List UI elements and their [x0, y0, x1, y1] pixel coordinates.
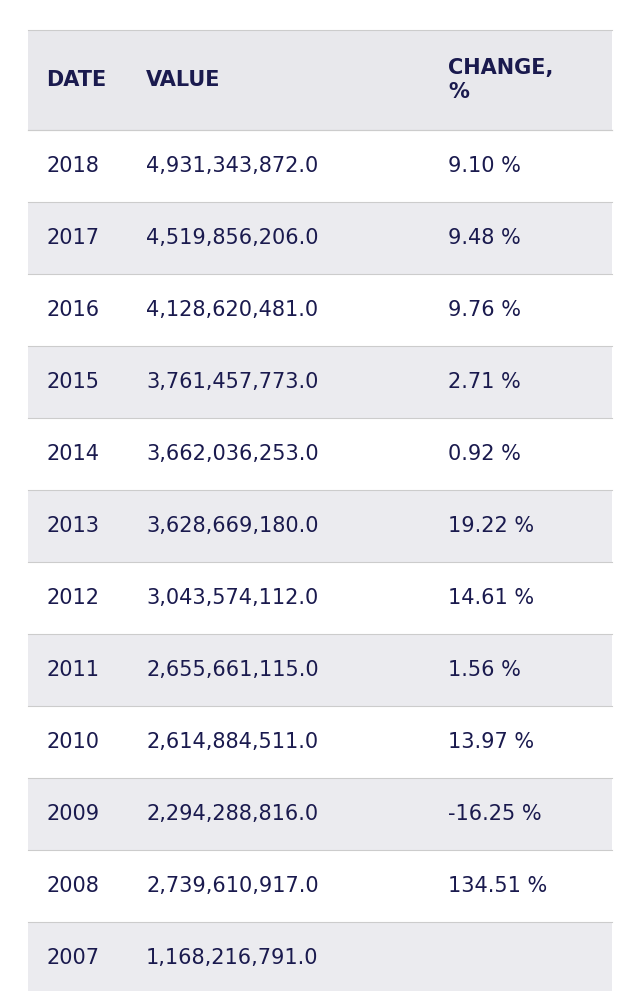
Text: CHANGE,
%: CHANGE, % — [448, 58, 554, 102]
Text: 2,614,884,511.0: 2,614,884,511.0 — [146, 732, 318, 752]
Text: 2016: 2016 — [46, 300, 99, 320]
Text: 4,128,620,481.0: 4,128,620,481.0 — [146, 300, 318, 320]
Text: 2014: 2014 — [46, 444, 99, 464]
Text: 2,739,610,917.0: 2,739,610,917.0 — [146, 876, 319, 896]
Bar — [28, 634, 612, 706]
Text: 1,168,216,791.0: 1,168,216,791.0 — [146, 948, 319, 968]
Bar — [28, 850, 612, 922]
Text: 2015: 2015 — [46, 372, 99, 392]
Bar — [28, 418, 612, 490]
Text: 2009: 2009 — [46, 804, 99, 824]
Bar — [28, 562, 612, 634]
Text: 2018: 2018 — [46, 156, 99, 176]
Text: 2,655,661,115.0: 2,655,661,115.0 — [146, 660, 319, 680]
Text: 19.22 %: 19.22 % — [448, 516, 534, 536]
Text: 2013: 2013 — [46, 516, 99, 536]
Text: 2007: 2007 — [46, 948, 99, 968]
Text: 9.76 %: 9.76 % — [448, 300, 521, 320]
Bar — [28, 130, 612, 202]
Text: 2008: 2008 — [46, 876, 99, 896]
Text: 3,662,036,253.0: 3,662,036,253.0 — [146, 444, 319, 464]
Text: 9.48 %: 9.48 % — [448, 228, 521, 248]
Text: VALUE: VALUE — [146, 70, 221, 90]
Text: 2011: 2011 — [46, 660, 99, 680]
Text: 9.10 %: 9.10 % — [448, 156, 521, 176]
Text: 2017: 2017 — [46, 228, 99, 248]
Text: 3,043,574,112.0: 3,043,574,112.0 — [146, 588, 318, 608]
Text: 2012: 2012 — [46, 588, 99, 608]
Bar — [28, 274, 612, 346]
Text: 4,931,343,872.0: 4,931,343,872.0 — [146, 156, 318, 176]
Text: 3,628,669,180.0: 3,628,669,180.0 — [146, 516, 319, 536]
Text: 0.92 %: 0.92 % — [448, 444, 521, 464]
Text: 14.61 %: 14.61 % — [448, 588, 534, 608]
Text: 2.71 %: 2.71 % — [448, 372, 521, 392]
Bar — [28, 778, 612, 850]
Text: 2,294,288,816.0: 2,294,288,816.0 — [146, 804, 318, 824]
Text: 134.51 %: 134.51 % — [448, 876, 547, 896]
Bar — [28, 922, 612, 991]
Text: 13.97 %: 13.97 % — [448, 732, 534, 752]
Bar — [28, 346, 612, 418]
Text: 1.56 %: 1.56 % — [448, 660, 521, 680]
Text: DATE: DATE — [46, 70, 106, 90]
Bar — [28, 706, 612, 778]
Text: 2010: 2010 — [46, 732, 99, 752]
Bar — [28, 30, 612, 130]
Text: 4,519,856,206.0: 4,519,856,206.0 — [146, 228, 319, 248]
Bar — [28, 202, 612, 274]
Bar — [28, 490, 612, 562]
Text: 3,761,457,773.0: 3,761,457,773.0 — [146, 372, 318, 392]
Text: -16.25 %: -16.25 % — [448, 804, 541, 824]
